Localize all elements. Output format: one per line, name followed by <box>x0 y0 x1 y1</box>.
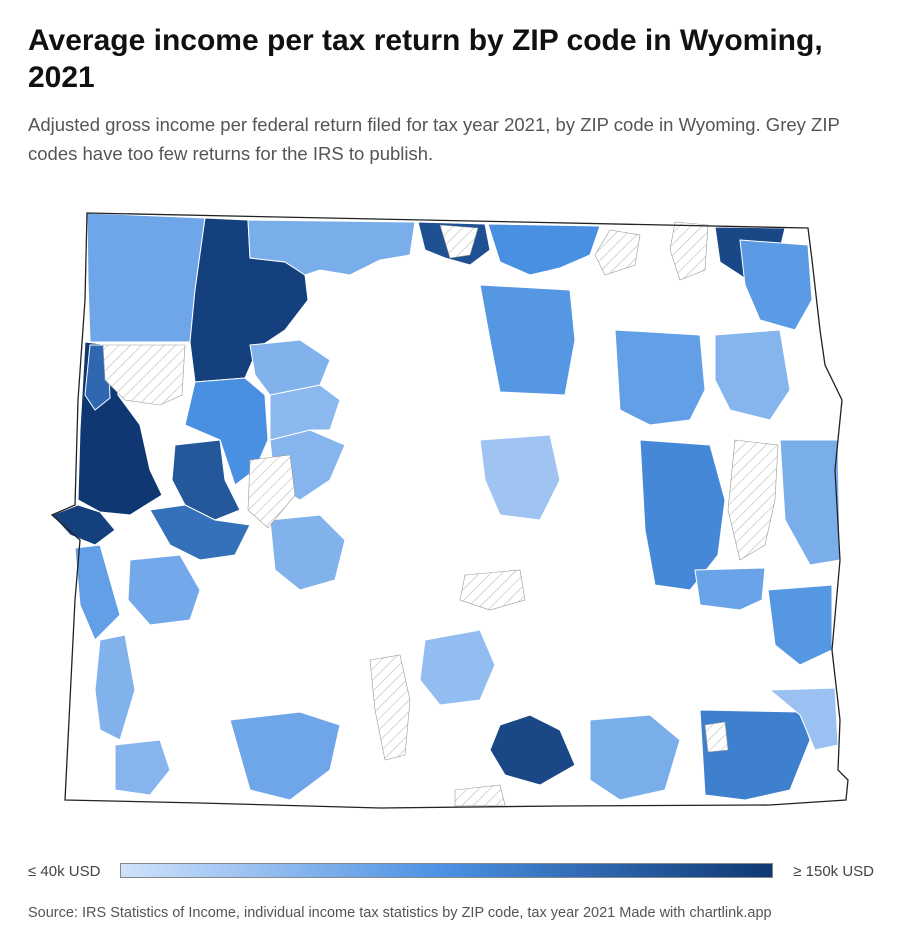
map-subtitle: Adjusted gross income per federal return… <box>28 114 840 164</box>
suppressed-region <box>594 229 641 276</box>
zip-region <box>479 434 561 521</box>
legend-gradient-bar <box>120 863 773 878</box>
zip-region <box>171 439 241 521</box>
zip-region <box>779 439 841 566</box>
zip-region <box>247 219 416 276</box>
zip-region <box>51 504 116 546</box>
suppressed-region <box>439 224 479 259</box>
suppressed-zip-regions <box>102 221 779 807</box>
zip-region <box>487 223 601 276</box>
suppressed-region <box>454 784 506 807</box>
zip-region <box>269 514 346 591</box>
zip-region <box>419 629 496 706</box>
zip-region <box>127 554 201 626</box>
zip-region <box>614 329 706 426</box>
zip-region <box>714 329 791 421</box>
source-note: Source: IRS Statistics of Income, indivi… <box>28 905 772 921</box>
zip-region <box>229 711 341 801</box>
legend-min-label: ≤ 40k USD <box>28 863 101 880</box>
zip-region <box>694 567 766 611</box>
zip-region <box>149 504 251 561</box>
zip-regions <box>51 212 841 801</box>
wyoming-map-svg <box>50 212 849 809</box>
zip-region <box>479 284 576 396</box>
suppressed-region <box>704 721 729 753</box>
zip-region <box>739 239 813 331</box>
legend-max-label: ≥ 150k USD <box>793 863 874 880</box>
zip-region <box>74 544 121 641</box>
zip-region <box>94 634 136 741</box>
zip-region <box>86 212 206 343</box>
suppressed-region <box>102 344 186 406</box>
suppressed-region <box>247 454 296 529</box>
color-legend: ≤ 40k USD ≥ 150k USD <box>28 860 874 886</box>
choropleth-map <box>0 195 900 825</box>
state-boundary <box>50 212 849 809</box>
suppressed-region <box>459 569 526 611</box>
zip-region <box>767 584 833 666</box>
map-title: Average income per tax return by ZIP cod… <box>28 24 823 94</box>
suppressed-region <box>369 654 411 761</box>
zip-region <box>114 739 171 796</box>
suppressed-region <box>727 439 779 561</box>
zip-region <box>768 687 839 751</box>
suppressed-region <box>669 221 709 281</box>
zip-region <box>489 714 576 786</box>
zip-region <box>249 339 331 396</box>
zip-region <box>589 714 681 801</box>
